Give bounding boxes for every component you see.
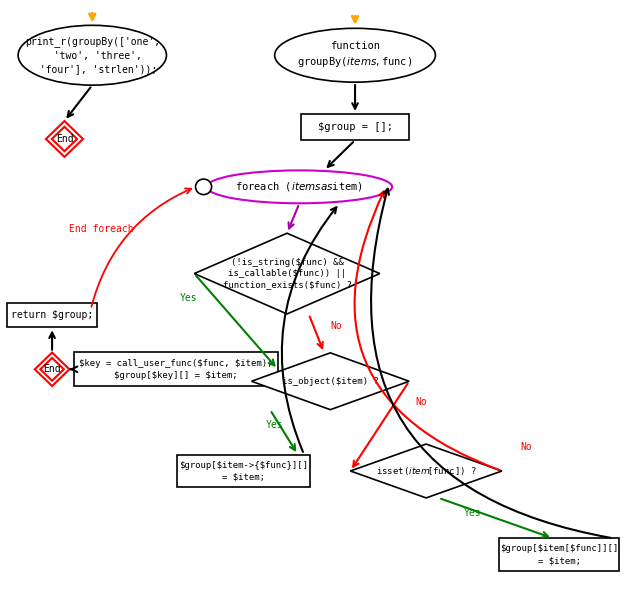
Bar	[301, 114, 409, 140]
Circle shape	[196, 179, 211, 195]
Text: is_object($item) ?: is_object($item) ?	[282, 377, 379, 386]
Text: return $group;: return $group;	[11, 311, 93, 320]
Ellipse shape	[206, 171, 392, 203]
Text: function
groupBy($items, $func): function groupBy($items, $func)	[298, 41, 413, 69]
Bar	[73, 352, 278, 386]
Polygon shape	[251, 353, 409, 410]
Polygon shape	[194, 233, 380, 314]
Text: $group[$item->{$func}][]
= $item;: $group[$item->{$func}][] = $item;	[179, 460, 308, 481]
Polygon shape	[351, 444, 502, 498]
Text: Yes: Yes	[179, 293, 197, 302]
Text: No: No	[521, 442, 532, 452]
Text: (!is_string($func) &&
is_callable($func)) ||
function_exists($func) ?: (!is_string($func) && is_callable($func)…	[223, 258, 351, 289]
Text: End: End	[43, 364, 61, 374]
Ellipse shape	[275, 28, 436, 82]
Text: Yes: Yes	[464, 508, 481, 518]
Text: No: No	[330, 321, 342, 331]
Bar	[499, 538, 619, 571]
Text: End: End	[56, 134, 73, 144]
Text: foreach ($items as $item): foreach ($items as $item)	[235, 180, 363, 194]
Text: $group = [];: $group = [];	[318, 122, 392, 132]
Bar	[7, 304, 97, 328]
Text: Yes: Yes	[266, 419, 284, 430]
Bar	[177, 454, 310, 487]
Ellipse shape	[18, 25, 166, 85]
Text: No: No	[416, 397, 427, 407]
Text: isset($item[$func]) ?: isset($item[$func]) ?	[376, 465, 477, 477]
Text: print_r(groupBy(['one',
  'two', 'three',
  'four'], 'strlen'));: print_r(groupBy(['one', 'two', 'three', …	[25, 37, 160, 74]
Text: $key = call_user_func($func, $item);
$group[$key][] = $item;: $key = call_user_func($func, $item); $gr…	[79, 359, 272, 380]
Polygon shape	[46, 121, 83, 157]
Text: End foreach: End foreach	[69, 224, 134, 234]
Polygon shape	[35, 353, 70, 386]
Text: $group[$item[$func]][]
= $item;: $group[$item[$func]][] = $item;	[500, 545, 618, 565]
